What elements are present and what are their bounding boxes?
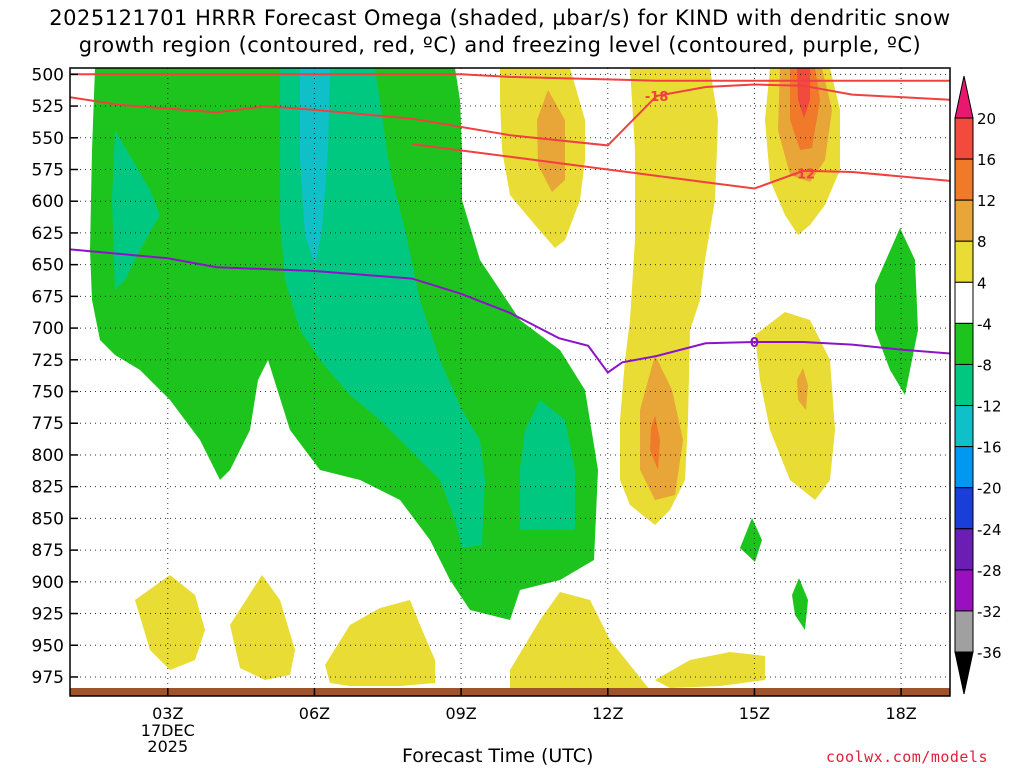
omega-region-yellow-6 xyxy=(230,575,295,680)
y-tick-label: 975 xyxy=(32,668,64,688)
ground-surface-strip xyxy=(70,688,950,696)
y-tick-label: 625 xyxy=(32,224,64,244)
y-tick-label: 675 xyxy=(32,287,64,307)
contour-line xyxy=(70,248,950,374)
y-tick-label: 575 xyxy=(32,160,64,180)
contour-label: 0 xyxy=(750,336,759,351)
plot-frame xyxy=(69,67,951,697)
colorbar-label: -12 xyxy=(977,398,1002,416)
contour-label: -12 xyxy=(792,167,816,182)
chart-title-line-2: growth region (contoured, red, ºC) and f… xyxy=(78,33,922,57)
omega-region-teal-central xyxy=(280,68,485,548)
contour-line xyxy=(70,83,950,147)
omega-region-gold-1 xyxy=(537,90,565,192)
x-tick-label: 15Z xyxy=(739,704,770,723)
temperature-contours xyxy=(70,73,950,374)
y-tick-label: 875 xyxy=(32,541,64,561)
omega-region-orange-1 xyxy=(650,415,660,470)
colorbar-label: 16 xyxy=(977,151,996,169)
colorbar-label: -8 xyxy=(977,356,992,374)
colorbar-label: 4 xyxy=(977,274,987,292)
colorbar-label: -4 xyxy=(977,315,992,333)
colorbar-swatch xyxy=(954,117,974,160)
omega-region-green-east-1 xyxy=(875,228,918,395)
colorbar-label: -32 xyxy=(977,603,1002,621)
colorbar-swatch xyxy=(954,240,974,283)
y-tick-label: 725 xyxy=(32,351,64,371)
y-tick-label: 800 xyxy=(32,446,64,466)
y-tick-label: 900 xyxy=(32,573,64,593)
colorbar-swatch xyxy=(954,487,974,530)
y-tick-label: 700 xyxy=(32,319,64,339)
colorbar-label: -36 xyxy=(977,644,1002,662)
colorbar-swatch xyxy=(954,158,974,201)
colorbar-label: -24 xyxy=(977,521,1002,539)
y-tick-label: 825 xyxy=(32,478,64,498)
gridlines xyxy=(70,68,950,696)
colorbar-swatch xyxy=(954,199,974,242)
y-tick-label: 950 xyxy=(32,636,64,656)
colorbar-swatch xyxy=(954,281,974,324)
omega-region-cyan xyxy=(300,68,330,265)
x-tick-label: 09Z xyxy=(445,704,476,723)
y-tick-label: 600 xyxy=(32,192,64,212)
y-tick-label: 525 xyxy=(32,97,64,117)
colorbar-swatch xyxy=(954,405,974,448)
omega-region-teal-west xyxy=(112,130,160,290)
colorbar-label: -20 xyxy=(977,480,1002,498)
y-tick-label: 775 xyxy=(32,414,64,434)
y-tick-label: 750 xyxy=(32,383,64,403)
x-tick-label: 12Z xyxy=(592,704,623,723)
contour-label: -18 xyxy=(645,90,669,105)
colorbar-swatch xyxy=(954,322,974,365)
omega-region-teal-east xyxy=(520,400,575,530)
omega-region-yellow-9 xyxy=(655,652,765,688)
colorbar-top-triangle xyxy=(954,75,974,119)
y-tick-label: 650 xyxy=(32,256,64,276)
colorbar: 20 16 12 8 4 -4 -8 -12 -16 -20 -24 -28 -32 -36 xyxy=(954,75,1002,695)
colorbar-label: 8 xyxy=(977,233,987,251)
colorbar-swatch xyxy=(954,528,974,571)
y-tick-label: 500 xyxy=(32,65,64,85)
omega-region-yellow-5 xyxy=(135,575,205,670)
colorbar-label: 12 xyxy=(977,192,996,210)
omega-shading xyxy=(90,68,918,690)
x-tick-label: 06Z xyxy=(299,704,330,723)
y-axis: 500 525 550 575 600 625 650 675 700 725 750 775 800 8… xyxy=(32,65,78,688)
chart-title-line-1: 2025121701 HRRR Forecast Omega (shaded, … xyxy=(49,6,951,30)
colorbar-label: -28 xyxy=(977,562,1002,580)
colorbar-swatch xyxy=(954,569,974,612)
omega-region-gold-4 xyxy=(797,368,808,410)
x-tick-sublabel: 2025 xyxy=(147,737,188,756)
colorbar-label: 20 xyxy=(977,110,996,128)
omega-region-green-east-2 xyxy=(740,518,762,562)
x-axis-label: Forecast Time (UTC) xyxy=(402,745,594,767)
credit-text: coolwx.com/models xyxy=(826,748,989,766)
contour-labels: -18 -12 0 xyxy=(645,90,816,351)
omega-region-yellow-7 xyxy=(325,600,435,686)
y-tick-label: 550 xyxy=(32,129,64,149)
colorbar-swatch xyxy=(954,446,974,489)
contour-line xyxy=(412,143,950,190)
colorbar-bottom-triangle xyxy=(954,651,974,695)
colorbar-swatch xyxy=(954,610,974,653)
y-tick-label: 925 xyxy=(32,605,64,625)
omega-region-yellow-4 xyxy=(755,312,835,500)
omega-region-green-east-3 xyxy=(792,578,808,630)
colorbar-swatch xyxy=(954,363,974,407)
x-tick-label: 03Z xyxy=(152,704,183,723)
x-tick-sublabel: 17DEC xyxy=(141,721,195,740)
colorbar-label: -16 xyxy=(977,439,1002,457)
omega-region-yellow-8 xyxy=(510,592,650,690)
x-tick-label: 18Z xyxy=(885,704,916,723)
y-tick-label: 850 xyxy=(32,509,64,529)
contour-line xyxy=(70,73,950,82)
